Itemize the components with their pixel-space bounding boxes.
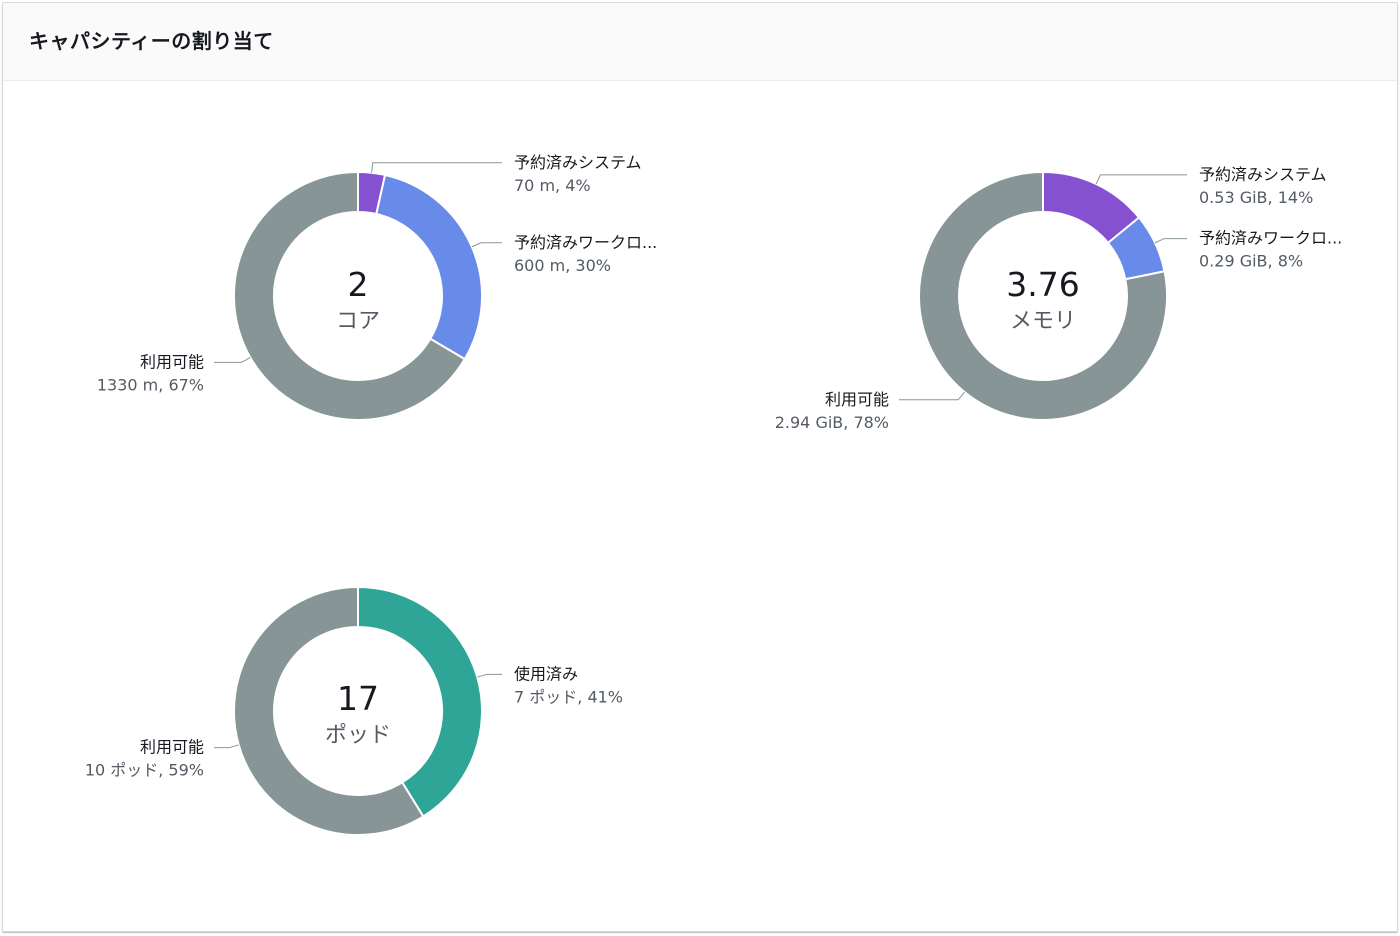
chart1-slice-2[interactable] — [918, 170, 1168, 421]
chart0-slice-1[interactable] — [375, 173, 483, 361]
chart0-leader-line-2 — [214, 357, 251, 363]
memory-center-value: 3.76 — [1006, 265, 1079, 304]
chart1-leader-line-2 — [899, 391, 965, 401]
chart2-slice-1[interactable] — [233, 585, 425, 836]
memory-center-unit: メモリ — [1010, 309, 1076, 334]
chart2-label-name-0: 使用済み — [514, 664, 578, 683]
chart2-slice-0[interactable] — [357, 585, 483, 818]
chart2-leader-line-1 — [214, 744, 239, 749]
panel-title: キャパシティーの割り当て — [29, 29, 274, 53]
pods-center-value: 17 — [337, 679, 379, 718]
chart1-label-detail-0: 0.53 GiB, 14% — [1199, 188, 1313, 207]
cpu-donut-chart: 2 コア 予約済みシステム 70 m, 4% 予約済みワークロ... 600 m, 3… — [97, 153, 657, 421]
panel-header: キャパシティーの割り当て — [3, 3, 1397, 81]
chart1-leader-line-1 — [1154, 238, 1187, 244]
chart0-slice-2[interactable] — [233, 170, 467, 421]
chart0-label-detail-0: 70 m, 4% — [514, 176, 591, 195]
memory-donut-chart: 3.76 メモリ 予約済みシステム 0.53 GiB, 14% 予約済みワークロ..… — [775, 165, 1343, 432]
chart2-label-name-1: 利用可能 — [140, 738, 204, 757]
chart1-label-name-0: 予約済みシステム — [1199, 165, 1327, 184]
chart0-label-detail-1: 600 m, 30% — [514, 256, 611, 275]
chart1-label-detail-2: 2.94 GiB, 78% — [775, 413, 889, 432]
chart0-leader-line-0 — [371, 162, 502, 173]
chart0-label-detail-2: 1330 m, 67% — [97, 375, 204, 394]
cpu-center-unit: コア — [336, 309, 380, 334]
chart1-leader-line-0 — [1095, 174, 1187, 185]
chart2-label-detail-0: 7 ポッド, 41% — [514, 687, 623, 706]
chart1-label-detail-1: 0.29 GiB, 8% — [1199, 252, 1303, 271]
chart1-label-name-2: 利用可能 — [825, 390, 889, 409]
chart0-label-name-2: 利用可能 — [140, 352, 204, 371]
cpu-center-value: 2 — [348, 265, 369, 304]
chart0-leader-line-1 — [471, 242, 502, 248]
chart2-leader-line-0 — [477, 673, 502, 678]
chart2-label-detail-1: 10 ポッド, 59% — [85, 761, 204, 780]
chart1-label-name-1: 予約済みワークロ... — [1199, 229, 1342, 248]
pods-center-unit: ポッド — [325, 723, 391, 748]
chart0-label-name-0: 予約済みシステム — [514, 153, 642, 172]
pods-donut-chart: 17 ポッド 使用済み 7 ポッド, 41% 利用可能 10 ポッド, 59% — [85, 585, 623, 836]
chart0-label-name-1: 予約済みワークロ... — [514, 233, 657, 252]
